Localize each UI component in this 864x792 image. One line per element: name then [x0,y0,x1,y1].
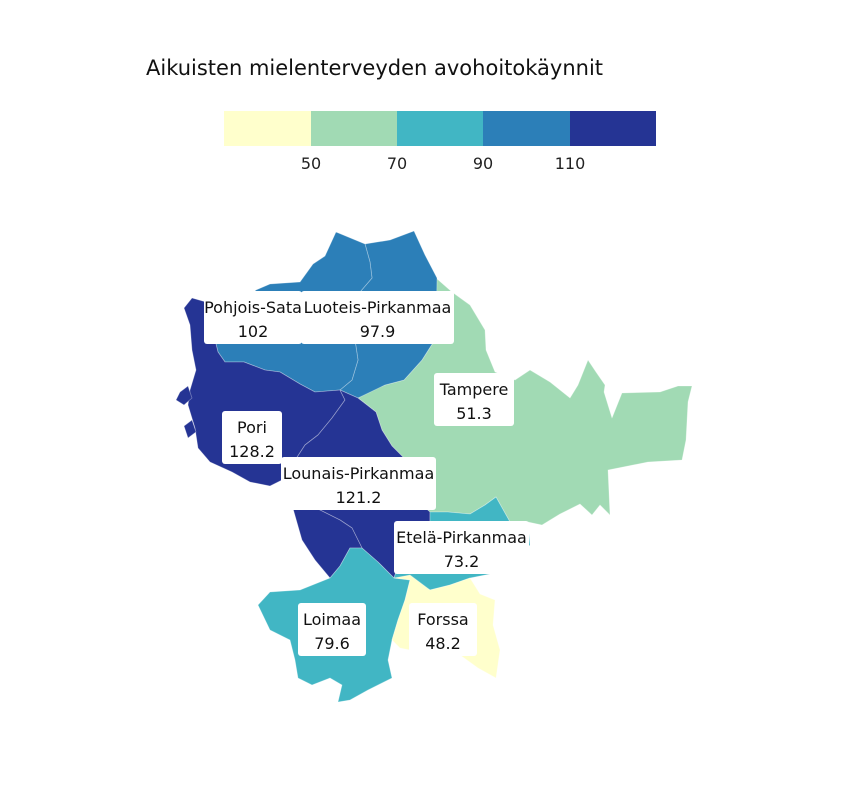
label-box [222,411,282,464]
region-value: 73.2 [444,552,480,571]
region-name: Etelä-Pirkanmaa [396,528,527,547]
legend-tick: 50 [300,154,322,173]
region-value: 48.2 [425,634,461,653]
region-label-pori: Pori 128.2 [222,411,282,464]
region-pori-island [175,385,193,406]
region-label-forssa: Forssa 48.2 [409,603,477,656]
legend-tick: 110 [554,154,586,173]
region-value: 128.2 [229,442,275,461]
label-box [281,457,436,510]
region-name: Lounais-Pirkanmaa [283,464,435,483]
region-label-luoteis-pirkanmaa: Luoteis-Pirkanmaa 97.9 [301,291,454,344]
legend-swatch [224,111,311,146]
label-box [301,291,454,344]
label-box [409,603,477,656]
region-name: Pori [237,418,267,437]
region-name: Loimaa [303,610,361,629]
region-label-tampere: Tampere 51.3 [434,373,514,426]
region-value: 121.2 [336,488,382,507]
region-label-loimaa: Loimaa 79.6 [298,603,366,656]
color-legend: 50 70 90 110 [224,111,656,173]
region-value: 79.6 [314,634,350,653]
map-title: Aikuisten mielenterveyden avohoitokäynni… [146,56,604,80]
label-box [394,521,529,574]
region-value: 97.9 [360,322,396,341]
region-name: Luoteis-Pirkanmaa [304,298,452,317]
region-label-lounais-pirkanmaa: Lounais-Pirkanmaa 121.2 [281,457,436,510]
region-pori-island [183,419,197,439]
region-label-etela-pirkanmaa: Etelä-Pirkanmaa 73.2 [394,521,529,574]
region-name: Pohjois-Sata [204,298,302,317]
legend-swatch [483,111,570,146]
legend-swatch [397,111,483,146]
label-box [434,373,514,426]
region-name: Forssa [417,610,468,629]
legend-swatch [570,111,656,146]
region-value: 51.3 [456,404,492,423]
legend-tick: 70 [386,154,408,173]
region-value: 102 [238,322,269,341]
legend-swatch [311,111,397,146]
legend-tick: 90 [472,154,494,173]
label-box [298,603,366,656]
label-box [204,291,302,344]
region-name: Tampere [439,380,509,399]
region-label-pohjois-satakunta: Pohjois-Sata 102 [204,291,302,344]
